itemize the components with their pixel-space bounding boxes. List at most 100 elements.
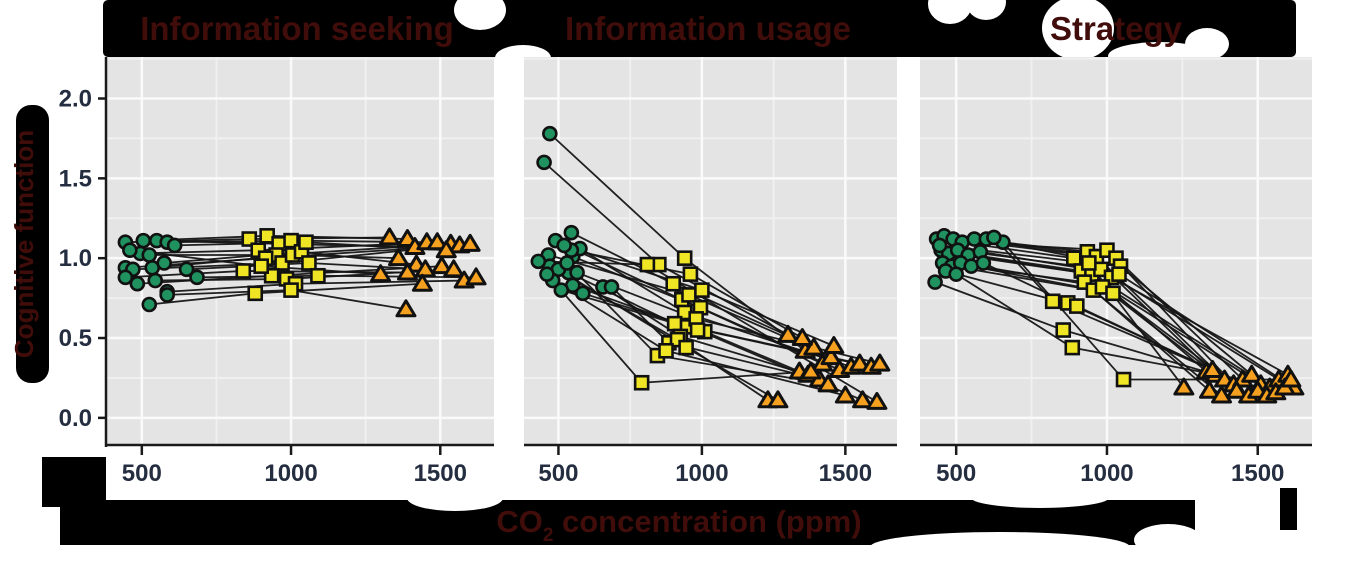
- data-point-triangle: [849, 353, 871, 372]
- x-axis-label-subscript: 2: [543, 525, 554, 546]
- panel-title-strategy: Strategy: [1050, 10, 1183, 47]
- data-point-circle: [159, 287, 175, 303]
- data-point-square: [283, 282, 299, 298]
- x-tick-label: 500: [122, 460, 162, 487]
- data-point-square: [1115, 371, 1132, 388]
- data-point-triangle: [803, 337, 825, 356]
- panel-title-information-seeking: Information seeking: [140, 10, 454, 47]
- data-point-circle: [542, 125, 558, 142]
- data-point-circle: [166, 237, 183, 254]
- x-axis-label-prefix: CO: [496, 504, 543, 539]
- data-point-circle: [986, 229, 1002, 246]
- data-point-triangle: [852, 390, 874, 409]
- data-point-triangle: [426, 232, 448, 251]
- x-axis-label-suffix: concentration (ppm): [553, 504, 861, 539]
- x-tick-label: 1000: [675, 460, 728, 487]
- decor-bands: [16, 0, 1297, 562]
- data-point-circle: [539, 266, 555, 282]
- ylabel-strip: [16, 105, 49, 383]
- data-point-square: [241, 231, 258, 247]
- data-point-square: [1064, 339, 1081, 356]
- data-point-triangle: [435, 240, 457, 259]
- data-point-circle: [178, 261, 195, 278]
- data-point-square: [678, 339, 694, 356]
- x-tick-label: 1500: [1231, 460, 1284, 487]
- y-tick-label: 2.0: [59, 86, 92, 113]
- data-point-square: [639, 256, 656, 273]
- data-point-circle: [530, 253, 547, 270]
- x-tick-label: 1000: [264, 460, 317, 487]
- data-point-circle: [141, 247, 158, 263]
- data-point-triangle: [791, 328, 813, 347]
- labels-layer: Information seeking Information usage St…: [9, 10, 1183, 546]
- data-point-square: [682, 266, 699, 282]
- data-point-square: [253, 258, 269, 274]
- data-point-triangle: [834, 385, 856, 404]
- data-point-square: [665, 275, 682, 292]
- y-tick-label: 1.5: [59, 165, 92, 192]
- data-point-triangle: [820, 347, 842, 366]
- data-point-triangle: [431, 256, 453, 275]
- data-point-triangle: [866, 391, 888, 410]
- data-point-circle: [147, 272, 164, 289]
- data-point-triangle: [777, 324, 799, 343]
- data-point-square: [1111, 266, 1127, 282]
- data-point-square: [676, 250, 693, 266]
- data-point-triangle: [1241, 364, 1263, 383]
- y-tick-label: 1.0: [59, 245, 92, 272]
- data-point-circle: [948, 266, 964, 282]
- data-point-square: [1044, 293, 1061, 310]
- data-point-circle: [553, 282, 570, 298]
- data-point-square: [1069, 298, 1085, 314]
- data-point-square: [666, 315, 683, 332]
- x-tick-label: 500: [936, 460, 976, 487]
- panel-title-information-usage: Information usage: [565, 10, 851, 47]
- data-point-triangle: [869, 353, 891, 372]
- x-tick-label: 1500: [819, 460, 872, 487]
- y-tick-label: 0.0: [59, 405, 92, 432]
- data-point-square: [283, 232, 299, 249]
- data-point-circle: [931, 237, 948, 254]
- data-point-square: [658, 342, 674, 359]
- x-axis-label: CO2 concentration (ppm): [496, 504, 861, 546]
- data-point-circle: [575, 285, 591, 302]
- data-point-circle: [569, 264, 585, 281]
- data-point-circle: [156, 255, 172, 271]
- data-point-square: [689, 322, 706, 338]
- data-point-triangle: [414, 259, 436, 278]
- data-point-triangle: [1280, 369, 1302, 388]
- data-point-circle: [189, 269, 205, 286]
- data-point-circle: [603, 279, 620, 295]
- data-point-triangle: [1198, 380, 1220, 399]
- data-point-circle: [117, 269, 134, 286]
- data-point-triangle: [370, 264, 392, 283]
- data-point-circle: [122, 242, 138, 259]
- data-point-triangle: [465, 267, 487, 286]
- data-point-triangle: [800, 361, 822, 380]
- data-point-square: [633, 374, 650, 391]
- data-point-triangle: [387, 248, 409, 267]
- data-point-triangle: [396, 262, 418, 281]
- x-tick-label: 1500: [414, 460, 467, 487]
- data-point-triangle: [1201, 359, 1223, 378]
- data-point-square: [298, 234, 314, 251]
- data-point-triangle: [1211, 385, 1233, 404]
- data-point-triangle: [1173, 377, 1195, 396]
- data-point-circle: [556, 237, 572, 254]
- y-axis-label: Cognitive function: [9, 130, 39, 358]
- data-point-triangle: [411, 273, 433, 292]
- data-point-circle: [135, 232, 152, 249]
- data-point-square: [1055, 322, 1072, 338]
- data-point-square: [1081, 255, 1097, 271]
- bottom-right-patch: [1280, 488, 1297, 530]
- data-point-square: [259, 228, 275, 244]
- data-point-circle: [563, 224, 580, 241]
- data-point-square: [1105, 285, 1121, 302]
- data-point-square: [681, 287, 697, 303]
- data-point-triangle: [817, 374, 839, 393]
- data-point-square: [1065, 250, 1082, 266]
- x-tick-label: 500: [538, 460, 578, 487]
- data-point-triangle: [1226, 380, 1248, 399]
